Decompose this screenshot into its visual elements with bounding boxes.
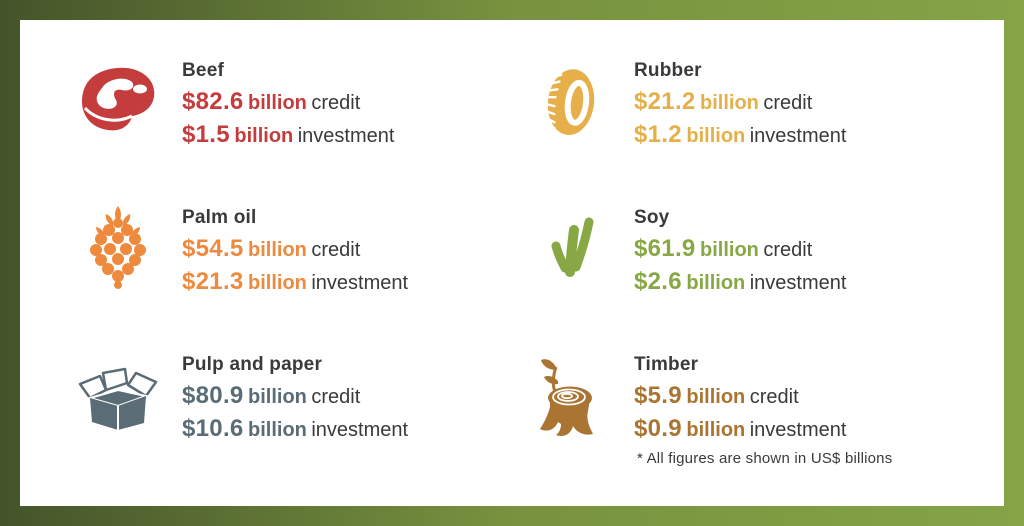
investment-unit: billion xyxy=(234,125,294,147)
credit-label: credit xyxy=(763,92,813,114)
investment-value: $21.3 xyxy=(182,268,244,295)
credit-value: $5.9 xyxy=(634,382,682,409)
infographic-card: Beef $82.6 billion credit $1.5 billion i… xyxy=(20,20,1004,506)
credit-unit: billion xyxy=(248,92,307,114)
investment-line: $1.2 billion investment xyxy=(634,120,846,153)
beef-icon xyxy=(68,58,168,146)
commodity-title: Timber xyxy=(634,354,699,375)
investment-label: investment xyxy=(311,272,409,294)
investment-line: $1.5 billion investment xyxy=(182,120,394,153)
credit-unit: billion xyxy=(248,239,307,261)
commodity-title: Soy xyxy=(634,207,670,228)
credit-line: $21.2 billion credit xyxy=(634,87,846,120)
commodity-rubber: Rubber $21.2 billion credit $1.2 billion… xyxy=(472,58,1004,205)
credit-unit: billion xyxy=(248,386,307,408)
investment-label: investment xyxy=(749,125,847,147)
investment-label: investment xyxy=(311,419,409,441)
credit-line: $80.9 billion credit xyxy=(182,381,408,414)
commodity-grid: Beef $82.6 billion credit $1.5 billion i… xyxy=(20,20,1004,499)
commodity-text: Rubber $21.2 billion credit $1.2 billion… xyxy=(634,58,846,153)
investment-value: $1.2 xyxy=(634,121,682,148)
investment-line: $10.6 billion investment xyxy=(182,414,408,447)
investment-unit: billion xyxy=(248,272,307,294)
investment-value: $0.9 xyxy=(634,415,682,442)
credit-value: $21.2 xyxy=(634,88,696,115)
commodity-title: Palm oil xyxy=(182,207,257,228)
investment-label: investment xyxy=(749,272,847,294)
commodity-title: Beef xyxy=(182,60,224,81)
commodity-beef: Beef $82.6 billion credit $1.5 billion i… xyxy=(20,58,472,205)
commodity-title: Pulp and paper xyxy=(182,354,323,375)
credit-label: credit xyxy=(311,239,361,261)
commodity-title: Rubber xyxy=(634,60,702,81)
footnote: * All figures are shown in US$ billions xyxy=(637,450,893,467)
investment-line: $2.6 billion investment xyxy=(634,267,846,300)
commodity-timber: Timber $5.9 billion credit $0.9 billion … xyxy=(472,352,1004,499)
credit-line: $82.6 billion credit xyxy=(182,87,394,120)
commodity-text: Soy $61.9 billion credit $2.6 billion in… xyxy=(634,205,846,300)
credit-label: credit xyxy=(763,239,813,261)
investment-line: $0.9 billion investment xyxy=(634,414,846,447)
commodity-pulp-and-paper: Pulp and paper $80.9 billion credit $10.… xyxy=(20,352,472,499)
credit-unit: billion xyxy=(700,92,759,114)
credit-label: credit xyxy=(749,386,799,408)
tire-icon xyxy=(520,58,620,146)
investment-value: $10.6 xyxy=(182,415,244,442)
credit-line: $61.9 billion credit xyxy=(634,234,846,267)
investment-value: $1.5 xyxy=(182,121,230,148)
credit-unit: billion xyxy=(686,386,746,408)
commodity-soy: Soy $61.9 billion credit $2.6 billion in… xyxy=(472,205,1004,352)
commodity-text: Pulp and paper $80.9 billion credit $10.… xyxy=(182,352,408,447)
credit-value: $54.5 xyxy=(182,235,244,262)
credit-unit: billion xyxy=(700,239,759,261)
investment-value: $2.6 xyxy=(634,268,682,295)
palm-fruit-icon xyxy=(68,205,168,293)
commodity-text: Beef $82.6 billion credit $1.5 billion i… xyxy=(182,58,394,153)
investment-unit: billion xyxy=(248,419,307,441)
credit-line: $5.9 billion credit xyxy=(634,381,846,414)
cardboard-box-icon xyxy=(68,352,168,440)
commodity-text: Palm oil $54.5 billion credit $21.3 bill… xyxy=(182,205,408,300)
credit-value: $82.6 xyxy=(182,88,244,115)
investment-line: $21.3 billion investment xyxy=(182,267,408,300)
investment-label: investment xyxy=(297,125,395,147)
investment-label: investment xyxy=(749,419,847,441)
investment-unit: billion xyxy=(686,419,746,441)
credit-label: credit xyxy=(311,92,361,114)
commodity-palm-oil: Palm oil $54.5 billion credit $21.3 bill… xyxy=(20,205,472,352)
tree-stump-icon xyxy=(520,352,620,440)
credit-label: credit xyxy=(311,386,361,408)
credit-value: $61.9 xyxy=(634,235,696,262)
credit-value: $80.9 xyxy=(182,382,244,409)
investment-unit: billion xyxy=(686,125,746,147)
commodity-text: Timber $5.9 billion credit $0.9 billion … xyxy=(634,352,846,447)
soy-pods-icon xyxy=(520,205,620,293)
credit-line: $54.5 billion credit xyxy=(182,234,408,267)
investment-unit: billion xyxy=(686,272,746,294)
